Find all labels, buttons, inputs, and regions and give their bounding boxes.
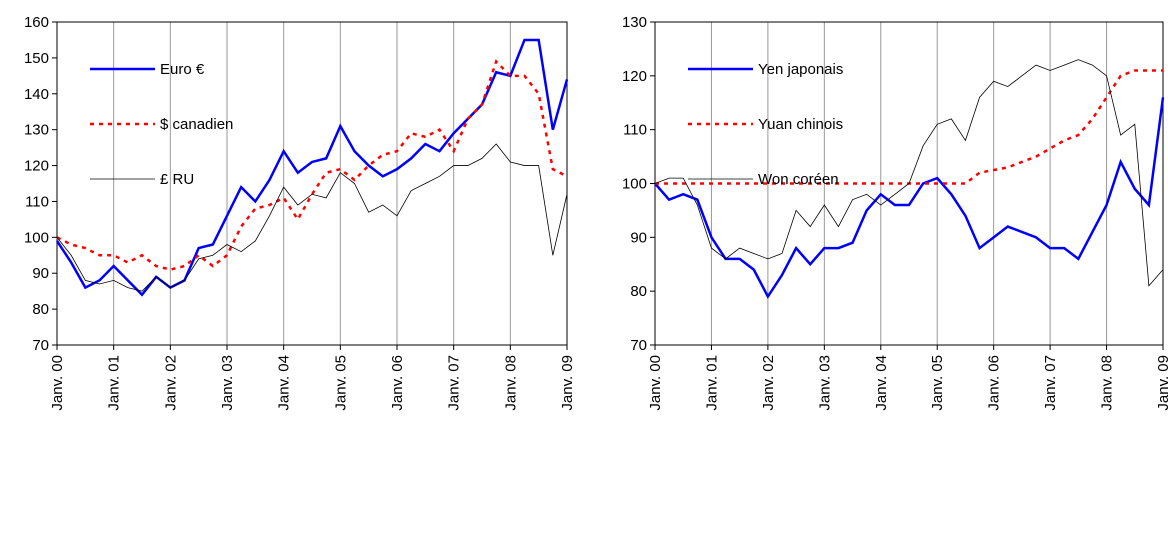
x-tick-label: Janv. 02 bbox=[162, 355, 179, 411]
y-tick-label: 100 bbox=[24, 229, 49, 246]
y-tick-label: 110 bbox=[623, 122, 647, 139]
x-tick-label: Janv. 08 bbox=[1099, 355, 1116, 411]
y-tick-label: 90 bbox=[630, 229, 647, 246]
y-tick-label: 90 bbox=[32, 265, 49, 282]
x-tick-label: Janv. 09 bbox=[559, 355, 576, 411]
series-line bbox=[56, 59, 568, 271]
legend-label: Euro € bbox=[160, 61, 205, 78]
x-tick-label: Janv. 01 bbox=[106, 355, 123, 411]
y-tick-label: 130 bbox=[622, 14, 647, 31]
x-tick-label: Janv. 03 bbox=[816, 355, 833, 411]
x-tick-label: Janv. 06 bbox=[389, 355, 406, 411]
y-tick-label: 130 bbox=[24, 122, 49, 139]
series-line bbox=[56, 143, 568, 292]
x-tick-label: Janv. 04 bbox=[276, 355, 293, 411]
y-tick-label: 80 bbox=[32, 301, 49, 318]
x-tick-label: Janv. 00 bbox=[49, 355, 66, 411]
y-tick-label: 120 bbox=[622, 68, 647, 85]
legend-label: $ canadien bbox=[160, 116, 233, 133]
y-tick-label: 120 bbox=[24, 158, 49, 175]
x-tick-label: Janv. 05 bbox=[929, 355, 946, 411]
y-tick-label: 70 bbox=[32, 337, 49, 354]
y-tick-label: 150 bbox=[24, 50, 49, 67]
x-tick-label: Janv. 04 bbox=[873, 355, 890, 411]
y-tick-label: 110 bbox=[25, 193, 49, 210]
legend-label: Won coréen bbox=[758, 171, 839, 188]
x-tick-label: Janv. 08 bbox=[502, 355, 519, 411]
y-tick-label: 160 bbox=[24, 14, 49, 31]
plot-frame bbox=[56, 21, 568, 346]
legend-label: Yen japonais bbox=[758, 61, 843, 78]
series-line bbox=[654, 97, 1165, 300]
x-tick-label: Janv. 09 bbox=[1155, 355, 1168, 411]
x-tick-label: Janv. 06 bbox=[986, 355, 1003, 411]
x-tick-label: Janv. 07 bbox=[1042, 355, 1059, 411]
series-line bbox=[654, 59, 1164, 287]
y-tick-label: 100 bbox=[622, 176, 647, 193]
x-tick-label: Janv. 07 bbox=[446, 355, 463, 411]
x-tick-label: Janv. 00 bbox=[647, 355, 664, 411]
y-tick-label: 140 bbox=[24, 86, 49, 103]
x-tick-label: Janv. 02 bbox=[760, 355, 777, 411]
x-tick-label: Janv. 03 bbox=[219, 355, 236, 411]
legend-label: Yuan chinois bbox=[758, 116, 843, 133]
legend-label: £ RU bbox=[160, 171, 194, 188]
x-tick-label: Janv. 01 bbox=[703, 355, 720, 411]
x-tick-label: Janv. 05 bbox=[332, 355, 349, 411]
y-tick-label: 70 bbox=[630, 337, 647, 354]
y-tick-label: 80 bbox=[630, 283, 647, 300]
series-line bbox=[655, 69, 1163, 185]
